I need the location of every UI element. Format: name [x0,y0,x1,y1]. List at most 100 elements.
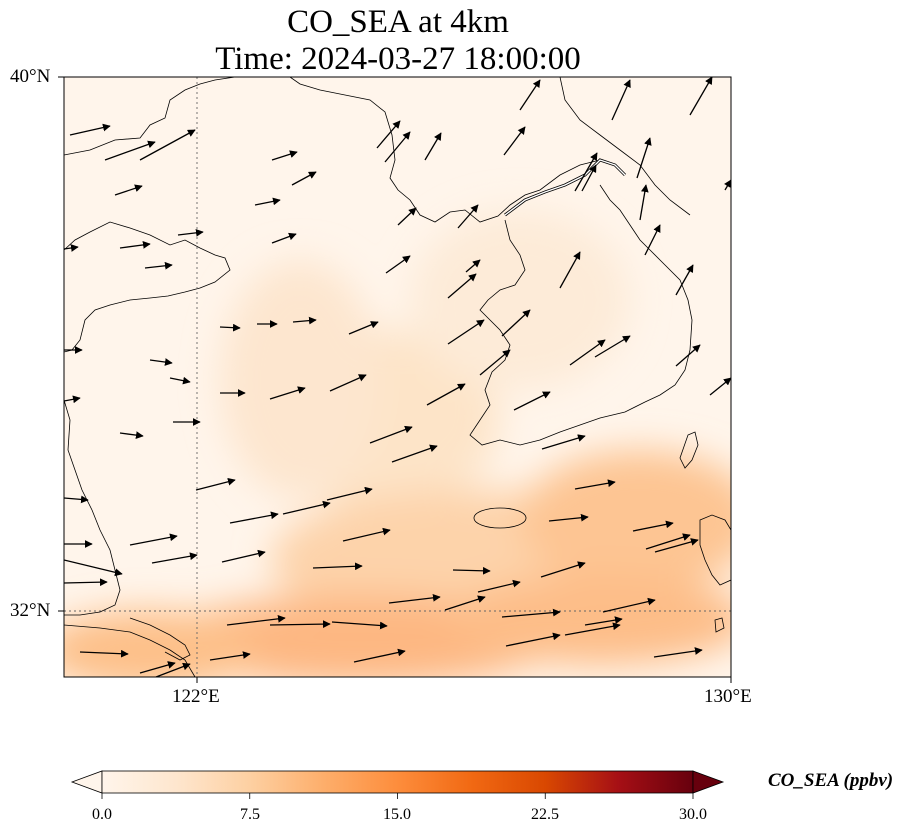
tsushima-island [679,431,699,469]
lon-label-122: 122°E [172,686,220,707]
wind-arrow [155,662,191,677]
wind-arrow [653,647,703,658]
wind-arrow [385,255,411,274]
jiangsu-coast [64,399,121,616]
colorbar-gradient [101,770,694,794]
wind-arrow [229,511,279,524]
axis-ticks [58,76,732,683]
wind-arrow [452,566,491,575]
wind-arrow [376,120,401,149]
wind-arrow [644,224,661,256]
gridlines [64,77,731,677]
map-panel [64,77,731,677]
wind-arrow [479,349,511,376]
wind-arrow [645,533,691,550]
wind-arrow [149,358,173,366]
wind-arrow [312,562,363,571]
wind-arrow [64,559,123,577]
wind-arrow [282,500,331,515]
wind-arrow [559,251,581,289]
wind-arrow [503,126,526,156]
colorbar-tick-3: 22.5 [531,806,559,823]
lon-label-130: 130°E [704,686,752,707]
wind-arrow [457,204,479,229]
wind-arrow [353,648,406,663]
wind-arrow [724,179,731,191]
liaodong-coast [289,77,601,223]
wind-arrow [151,552,198,564]
wind-arrow [221,549,266,563]
wind-arrow [254,197,281,206]
wind-arrow [69,123,111,136]
yangtze-estuary [64,624,196,677]
wind-arrow [64,495,89,504]
wind-arrow [271,232,297,244]
wind-arrow [465,259,481,273]
wind-arrow [501,309,531,337]
wind-arrow [119,431,144,439]
wind-arrow [348,321,379,335]
wind-arrow [291,171,317,186]
wind-arrow [397,207,417,226]
wind-arrow [636,137,652,179]
wind-arrow [654,538,699,553]
wind-arrow [139,129,196,161]
colorbar-tick-4: 30.0 [679,806,707,823]
wind-vectors [64,77,731,677]
wind-arrow [226,614,286,626]
plot-title-line2: Time: 2024-03-27 18:00:00 [215,41,581,77]
wind-arrow [104,140,156,161]
wind-arrow [271,150,298,161]
wind-arrow [501,608,561,618]
wind-arrow [64,244,79,252]
wind-arrow [424,132,442,161]
wind-arrow [292,316,317,325]
wind-arrow [64,395,81,404]
wind-arrow [505,632,561,647]
wind-arrow [581,164,597,192]
wind-arrow [689,77,713,116]
wind-arrow [519,79,541,111]
korea-west-coast [469,184,693,446]
wind-arrow [709,377,731,396]
lat-label-40: 40°N [10,66,51,87]
wind-arrow [426,383,466,406]
wind-arrow [611,79,631,121]
co-concentration-field [64,210,731,677]
kyushu-islands [714,617,725,633]
wind-arrow [594,335,631,358]
wind-arrow [114,184,143,196]
wind-arrow [169,376,191,385]
wind-arrow [548,513,589,522]
korea-north-east [559,77,691,216]
wind-arrow [477,579,521,593]
wind-arrow [342,527,391,542]
wind-arrow [540,561,586,578]
colorbar-tick-2: 15.0 [383,806,411,823]
coastlines [64,77,731,677]
wind-arrow [209,651,251,661]
map-frame [63,76,732,678]
colorbar-label: CO_SEA (ppbv) [768,770,894,791]
wind-arrow [444,595,486,611]
colorbar-tick-1: 7.5 [240,806,260,823]
wind-arrow [369,425,413,444]
wind-arrow [639,184,649,221]
wind-arrow [329,374,367,392]
wind-arrow [79,649,129,658]
colorbar-extend-high [692,770,725,794]
wind-arrow [119,241,151,249]
wind-arrow [391,444,438,463]
wind-arrow [447,319,485,345]
china-coast-north [64,77,236,156]
wind-arrow [602,597,656,613]
wind-arrow [675,344,701,367]
colorbar-extend-low [70,770,103,794]
shandong-coast [64,221,231,353]
plot-title-line1: CO_SEA at 4km [287,4,509,40]
wind-arrow [139,661,176,674]
wind-arrow [269,620,331,629]
wind-arrow [331,621,388,630]
